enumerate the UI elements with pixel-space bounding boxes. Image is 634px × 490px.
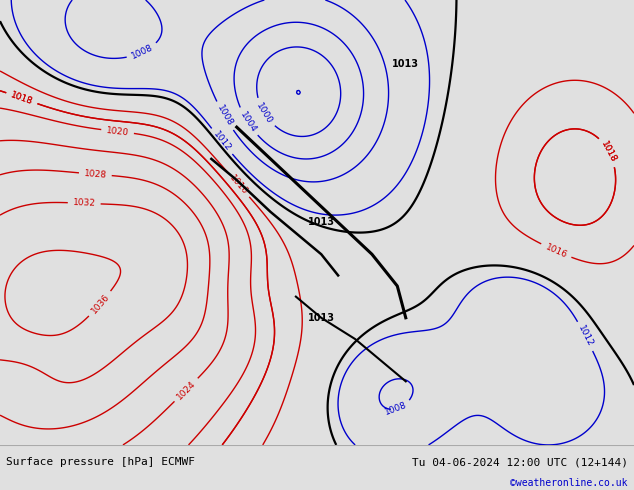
Text: 1020: 1020 [106,126,129,137]
Text: 1012: 1012 [211,130,233,153]
Text: 1036: 1036 [89,292,111,316]
Text: 1028: 1028 [84,169,107,180]
Text: 1004: 1004 [238,110,258,134]
Text: 1016: 1016 [228,173,249,196]
Text: 1000: 1000 [254,101,274,125]
Text: Tu 04-06-2024 12:00 UTC (12+144): Tu 04-06-2024 12:00 UTC (12+144) [411,457,628,467]
Text: ©weatheronline.co.uk: ©weatheronline.co.uk [510,478,628,488]
Text: 1018: 1018 [10,90,34,106]
Text: 1008: 1008 [384,401,408,417]
Text: 1012: 1012 [576,324,595,348]
Text: 1024: 1024 [175,379,197,401]
Text: 1016: 1016 [544,242,569,260]
Text: 1018: 1018 [600,140,618,164]
Text: 1013: 1013 [307,218,335,227]
Text: 1008: 1008 [130,43,155,61]
Text: 1013: 1013 [307,313,335,323]
Text: 1032: 1032 [73,198,96,208]
Text: 1018: 1018 [600,140,618,164]
Text: Surface pressure [hPa] ECMWF: Surface pressure [hPa] ECMWF [6,457,195,467]
Text: 1008: 1008 [215,104,234,128]
Text: 1018: 1018 [10,90,34,106]
Text: 1013: 1013 [392,59,419,69]
